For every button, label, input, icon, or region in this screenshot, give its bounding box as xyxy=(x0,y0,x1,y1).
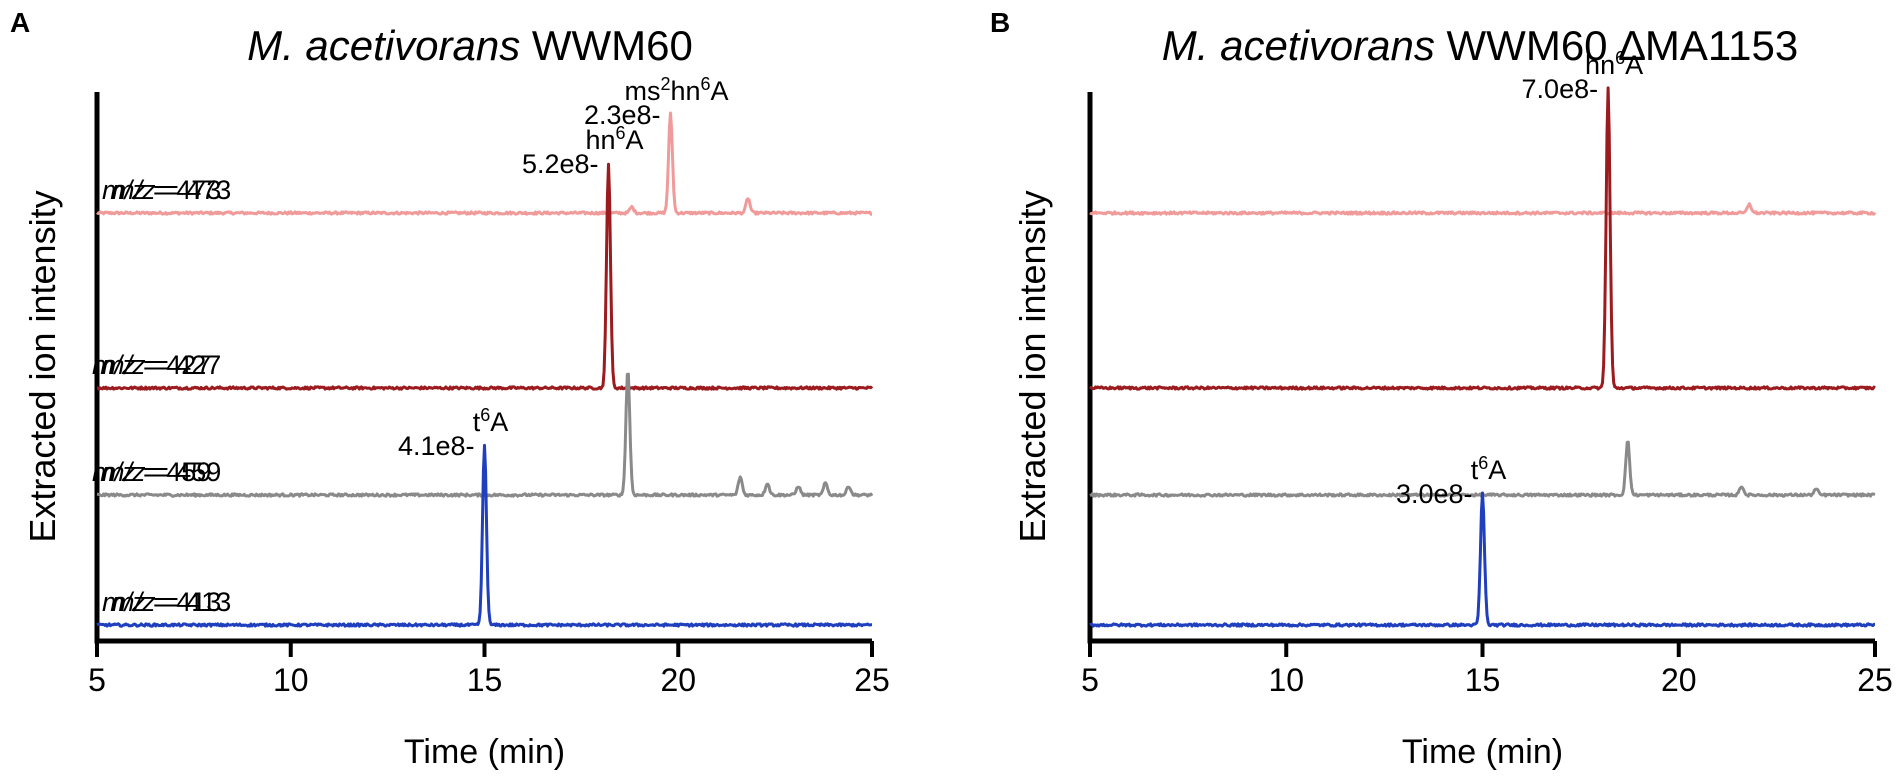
y-axis-label: Extracted ion intensity xyxy=(1012,190,1053,542)
trace-label-rest: = 459 xyxy=(136,457,212,487)
peak-intensity-label: 5.2e8- xyxy=(522,149,599,179)
trace-label-italic: m/z xyxy=(112,587,156,617)
trace-label-rest: = 427 xyxy=(136,350,212,380)
x-tick-label: 25 xyxy=(1857,662,1893,698)
peak-intensity-label: 3.0e8- xyxy=(1396,479,1473,509)
compound-part: hn xyxy=(670,76,700,106)
compound-part: hn xyxy=(585,125,615,155)
trace-label: m/z = 427 xyxy=(102,350,221,380)
compound-sup: 6 xyxy=(480,405,490,425)
trace-label-italic: m/z xyxy=(102,587,146,617)
trace-label: m/z = 413 xyxy=(102,587,221,617)
x-tick-label: 15 xyxy=(1465,662,1501,698)
compound-part: A xyxy=(626,125,644,155)
trace-427 xyxy=(96,162,874,391)
peak-compound-label: t6A xyxy=(1471,453,1507,485)
peak-compound-label: t6A xyxy=(473,405,509,437)
compound-part: A xyxy=(711,76,729,106)
compound-part: t xyxy=(1471,455,1479,485)
compound-part: A xyxy=(490,407,508,437)
x-tick-label: 10 xyxy=(273,662,309,698)
compound-part: A xyxy=(1488,455,1506,485)
x-axis-label: Time (min) xyxy=(1402,733,1563,771)
trace-459 xyxy=(96,372,874,498)
panel-A: A M. acetivorans WWM60 Extracted ion inten… xyxy=(10,7,890,771)
compound-sup: 6 xyxy=(1478,453,1488,473)
trace-label-italic: m/z xyxy=(102,350,146,380)
compound-sup: 6 xyxy=(616,123,626,143)
compound-part: hn xyxy=(1585,50,1615,80)
x-tick-label: 10 xyxy=(1268,662,1304,698)
peak-compound-label: hn6A xyxy=(1585,48,1643,80)
x-tick-label: 5 xyxy=(1081,662,1099,698)
trace-473 xyxy=(96,111,873,216)
trace-label-rest: = 413 xyxy=(156,587,232,617)
trace-label-rest: = 427 xyxy=(146,350,222,380)
peak-compound-label: hn6A xyxy=(585,123,643,155)
chart-title-rest: WWM60 ∆MA1153 xyxy=(1435,22,1798,69)
trace-label-rest: = 473 xyxy=(146,175,222,205)
y-axis-label: Extracted ion intensity xyxy=(22,190,63,542)
trace-label: m/z = 473 xyxy=(102,175,221,205)
compound-part: A xyxy=(1625,50,1643,80)
trace-label-italic: m/z xyxy=(92,350,136,380)
trace-413 xyxy=(1089,491,1876,628)
trace-label-rest: = 473 xyxy=(156,175,232,205)
x-axis-label: Time (min) xyxy=(404,733,565,771)
x-tick-label: 25 xyxy=(854,662,890,698)
peak-intensity-label: 2.3e8- xyxy=(584,100,661,130)
x-tick-label: 20 xyxy=(660,662,696,698)
trace-label-italic: m/z xyxy=(102,457,146,487)
trace-label: m/z = 459 xyxy=(102,457,221,487)
peak-compound-label: ms2hn6A xyxy=(624,74,728,106)
peak-intensity-label: 7.0e8- xyxy=(1522,74,1599,104)
panel-letter: A xyxy=(10,7,30,38)
trace-label-rest: = 459 xyxy=(146,457,222,487)
chart-title: M. acetivorans WWM60 xyxy=(247,22,693,69)
trace-label-italic: m/z xyxy=(112,175,156,205)
trace-427 xyxy=(1088,86,1876,391)
compound-sup: 2 xyxy=(660,74,670,94)
trace-label: m/z = 473 xyxy=(112,175,231,205)
x-tick-label: 15 xyxy=(467,662,503,698)
compound-part: t xyxy=(473,407,481,437)
trace-label-italic: m/z xyxy=(102,175,146,205)
panel-letter: B xyxy=(990,7,1010,38)
trace-label-italic: m/z xyxy=(92,457,136,487)
x-tick-label: 20 xyxy=(1661,662,1697,698)
trace-label: m/z = 427 xyxy=(92,350,211,380)
chart-title-rest: WWM60 xyxy=(520,22,693,69)
trace-label-rest: = 413 xyxy=(146,587,222,617)
compound-sup: 6 xyxy=(1615,48,1625,68)
trace-label: m/z = 459 xyxy=(92,457,211,487)
trace-413 xyxy=(96,443,873,628)
trace-473 xyxy=(1089,202,1877,216)
compound-sup: 6 xyxy=(701,74,711,94)
trace-label: m/z = 413 xyxy=(112,587,231,617)
panel-B: B M. acetivorans WWM60 ∆MA1153 Extracted i… xyxy=(92,7,1893,771)
chart-title-italic: M. acetivorans xyxy=(1162,22,1435,69)
chart-title: M. acetivorans WWM60 ∆MA1153 xyxy=(1162,22,1798,69)
compound-part: ms xyxy=(624,76,660,106)
chart-title-italic: M. acetivorans xyxy=(247,22,520,69)
peak-intensity-label: 4.1e8- xyxy=(398,431,475,461)
x-tick-label: 5 xyxy=(88,662,106,698)
